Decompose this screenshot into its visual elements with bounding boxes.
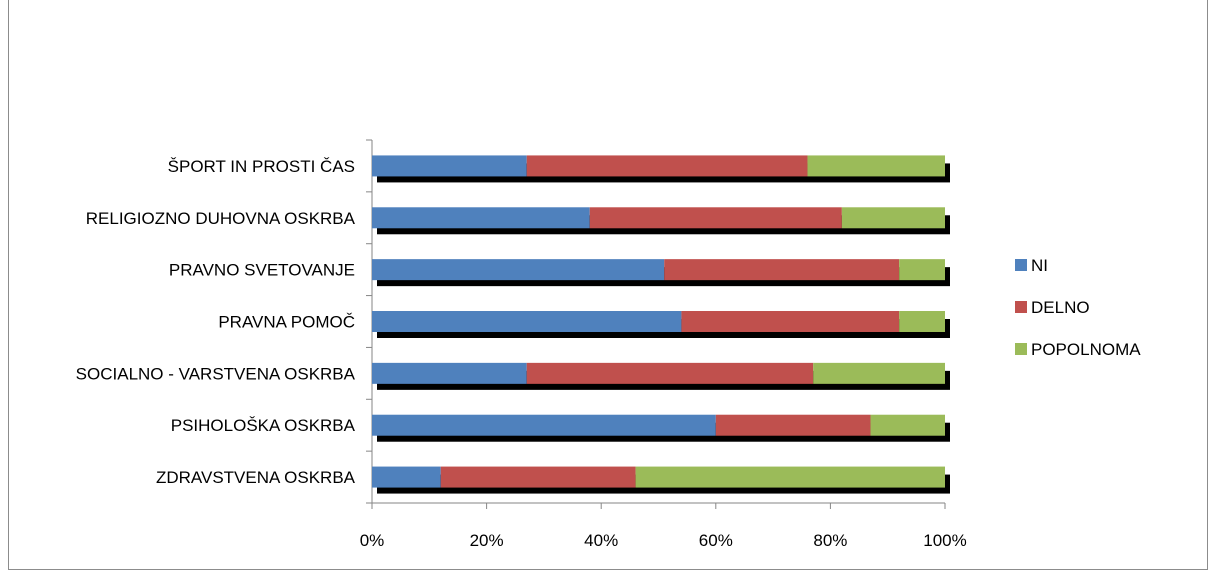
bar-segment-ni [372,466,441,488]
bar-segment-ni [372,414,716,436]
legend-label: NI [1031,256,1048,275]
category-label: SOCIALNO - VARSTVENA OSKRBA [76,364,356,383]
legend-swatch-ni [1015,259,1027,271]
chart-frame [8,0,1208,570]
legend-swatch-popolnoma [1015,343,1027,355]
bar-segment-delno [440,466,636,488]
bar-segment-popolnoma [813,362,945,384]
category-label: PRAVNA POMOČ [218,313,355,332]
legend-label: POPOLNOMA [1031,340,1141,359]
legend-swatch-delno [1015,301,1027,313]
bar-segment-popolnoma [899,311,945,332]
category-label: PRAVNO SVETOVANJE [169,261,355,280]
legend-label: DELNO [1031,298,1090,317]
bar-segment-ni [372,207,590,229]
category-label: ŠPORT IN PROSTI ČAS [168,157,355,176]
bar-segment-delno [526,155,808,177]
category-label: RELIGIOZNO DUHOVNA OSKRBA [86,209,356,228]
x-tick-label: 60% [699,531,733,550]
x-tick-label: 80% [813,531,847,550]
bar-segment-delno [664,259,900,281]
bar-segment-popolnoma [899,259,945,281]
bar-segment-delno [589,207,842,229]
bar-segment-ni [372,259,665,281]
x-tick-label: 40% [584,531,618,550]
bar-segment-ni [372,362,527,384]
bar-segment-delno [715,414,871,436]
x-axis-ticks: 0% 20% 40% 60% 80% 100% [360,503,967,550]
legend: NI DELNO POPOLNOMA [1015,256,1141,359]
category-label: ZDRAVSTVENA OSKRBA [156,468,356,487]
category-labels: ŠPORT IN PROSTI ČAS RELIGIOZNO DUHOVNA OS… [76,157,356,487]
x-tick-label: 100% [923,531,966,550]
bars [372,155,950,494]
x-tick-label: 0% [360,531,385,550]
bar-segment-ni [372,311,682,332]
category-label: PSIHOLOŠKA OSKRBA [171,416,356,435]
bar-segment-popolnoma [870,414,945,436]
x-tick-label: 20% [470,531,504,550]
bar-segment-popolnoma [807,155,945,177]
bar-segment-delno [681,311,900,332]
bar-segment-delno [526,362,814,384]
bar-segment-popolnoma [635,466,945,488]
bar-segment-ni [372,155,527,177]
bar-segment-popolnoma [841,207,945,229]
